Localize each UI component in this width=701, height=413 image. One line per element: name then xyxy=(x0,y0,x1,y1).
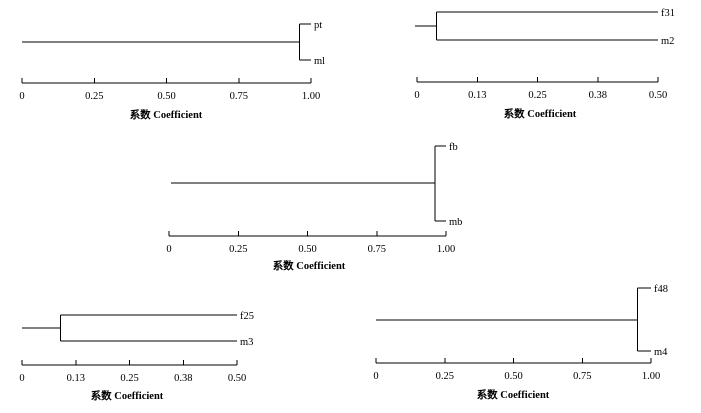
tick-label: 1.00 xyxy=(437,244,455,255)
leaf-label: m2 xyxy=(661,36,674,47)
leaf-label: fb xyxy=(449,142,458,153)
axis-title: 系数 Coefficient xyxy=(91,389,164,402)
tick-label: 0.25 xyxy=(120,373,138,384)
tick-label: 0.50 xyxy=(298,244,316,255)
tick-label: 0 xyxy=(19,91,24,102)
tick-label: 0.50 xyxy=(228,373,246,384)
tick-label: 0.75 xyxy=(230,91,248,102)
leaf-label: f48 xyxy=(654,284,668,295)
tick-label: 0 xyxy=(373,371,378,382)
tick-label: 0.38 xyxy=(589,90,607,101)
leaf-label: m3 xyxy=(240,337,253,348)
leaf-label: pt xyxy=(314,20,322,31)
tick-label: 0.25 xyxy=(436,371,454,382)
dendrogram-panel-4: 0 0.13 0.25 0.38 0.50 系数 Coefficient f25 m3 xyxy=(19,311,254,402)
tick-label: 0.50 xyxy=(157,91,175,102)
tick-label: 1.00 xyxy=(642,371,660,382)
dendrogram-panel-2: 0 0.13 0.25 0.38 0.50 系数 Coefficient f31 m2 xyxy=(414,8,675,120)
tick-label: 0.75 xyxy=(573,371,591,382)
tick-label: 0.25 xyxy=(85,91,103,102)
axis-title: 系数 Coefficient xyxy=(130,108,203,121)
leaf-label: mb xyxy=(449,217,462,228)
tick-label: 0.50 xyxy=(504,371,522,382)
tick-label: 0.13 xyxy=(468,90,486,101)
axis-title: 系数 Coefficient xyxy=(273,259,346,272)
tick-label: 0.50 xyxy=(649,90,667,101)
axis-title: 系数 Coefficient xyxy=(477,388,550,401)
tick-label: 0.38 xyxy=(174,373,192,384)
leaf-label: f25 xyxy=(240,311,254,322)
tick-label: 0 xyxy=(414,90,419,101)
dendrogram-panel-1: 0 0.25 0.50 0.75 1.00 系数 Coefficient pt ml xyxy=(19,20,325,121)
tick-label: 0.25 xyxy=(528,90,546,101)
leaf-label: m4 xyxy=(654,347,668,358)
tick-label: 0.13 xyxy=(67,373,85,384)
leaf-label: ml xyxy=(314,56,325,67)
tick-label: 1.00 xyxy=(302,91,320,102)
tick-label: 0.75 xyxy=(368,244,386,255)
tick-label: 0 xyxy=(166,244,171,255)
dendrogram-panel-5: 0 0.25 0.50 0.75 1.00 系数 Coefficient f48 m4 xyxy=(373,284,668,401)
leaf-label: f31 xyxy=(661,8,675,19)
dendrogram-panel-3: 0 0.25 0.50 0.75 1.00 系数 Coefficient fb mb xyxy=(166,142,462,272)
axis-title: 系数 Coefficient xyxy=(504,107,577,120)
tick-label: 0.25 xyxy=(229,244,247,255)
tick-label: 0 xyxy=(19,373,24,384)
